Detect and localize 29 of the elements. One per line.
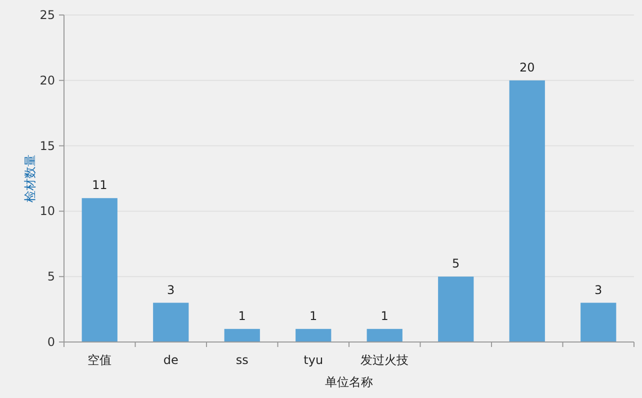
y-tick-label: 0 <box>47 335 55 349</box>
x-tick-label: 发过火技 <box>360 353 409 367</box>
x-tick-label: de <box>163 353 178 367</box>
bar <box>509 80 545 342</box>
data-label: 5 <box>452 256 460 271</box>
bar <box>82 198 118 342</box>
data-label: 3 <box>594 282 602 297</box>
y-tick-label: 10 <box>40 204 55 218</box>
y-tick-label: 25 <box>40 8 55 22</box>
data-label: 1 <box>310 308 318 323</box>
data-label: 3 <box>167 282 175 297</box>
data-label: 1 <box>380 308 388 323</box>
data-label: 1 <box>238 308 246 323</box>
y-axis-title: 检材数量 <box>23 154 37 202</box>
bar <box>296 328 332 342</box>
y-tick-label: 15 <box>40 138 55 153</box>
data-label: 20 <box>519 60 535 74</box>
bar <box>580 302 616 342</box>
x-tick-label: ss <box>236 353 248 367</box>
data-label: 11 <box>92 178 108 192</box>
x-tick-label: 空值 <box>88 353 112 367</box>
bar <box>224 328 260 342</box>
bar <box>153 302 189 342</box>
bar <box>438 276 474 342</box>
y-tick-label: 5 <box>47 270 55 284</box>
y-tick-label: 20 <box>40 73 55 88</box>
x-tick-label: tyu <box>304 353 324 367</box>
bar <box>366 328 402 342</box>
x-axis-title: 单位名称 <box>325 375 373 389</box>
